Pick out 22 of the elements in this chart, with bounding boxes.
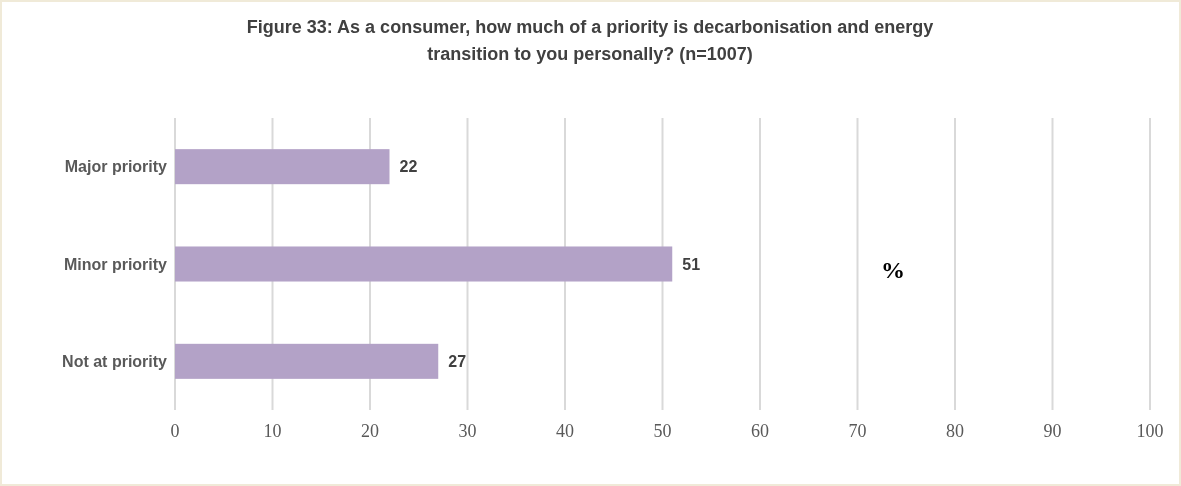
y-tick-label: Major priority — [64, 158, 168, 176]
bar — [175, 343, 439, 379]
data-label: 51 — [682, 255, 701, 273]
annotation: % — [881, 257, 905, 283]
x-tick-label: 0 — [170, 421, 180, 441]
x-tick-label: 50 — [653, 421, 672, 441]
data-label: 22 — [399, 158, 418, 176]
x-tick-label: 20 — [361, 421, 379, 441]
x-tick-label: 60 — [751, 421, 769, 441]
x-tick-label: 100 — [1136, 421, 1164, 441]
x-tick-label: 90 — [1043, 421, 1062, 441]
x-tick-label: 40 — [556, 421, 574, 441]
x-tick-label: 10 — [263, 421, 282, 441]
data-label: 27 — [448, 352, 467, 370]
y-tick-label: Not at priority — [62, 352, 168, 370]
x-tick-label: 30 — [458, 421, 477, 441]
chart-title: Figure 33: As a consumer, how much of a priority is decarbonisation and energy transition to you personally? (n=1007) — [246, 17, 934, 64]
x-tick-label: 80 — [946, 421, 964, 441]
x-tick-label: 70 — [848, 421, 867, 441]
bar — [175, 246, 673, 282]
y-tick-label: Minor priority — [63, 255, 168, 273]
bar — [175, 149, 390, 185]
